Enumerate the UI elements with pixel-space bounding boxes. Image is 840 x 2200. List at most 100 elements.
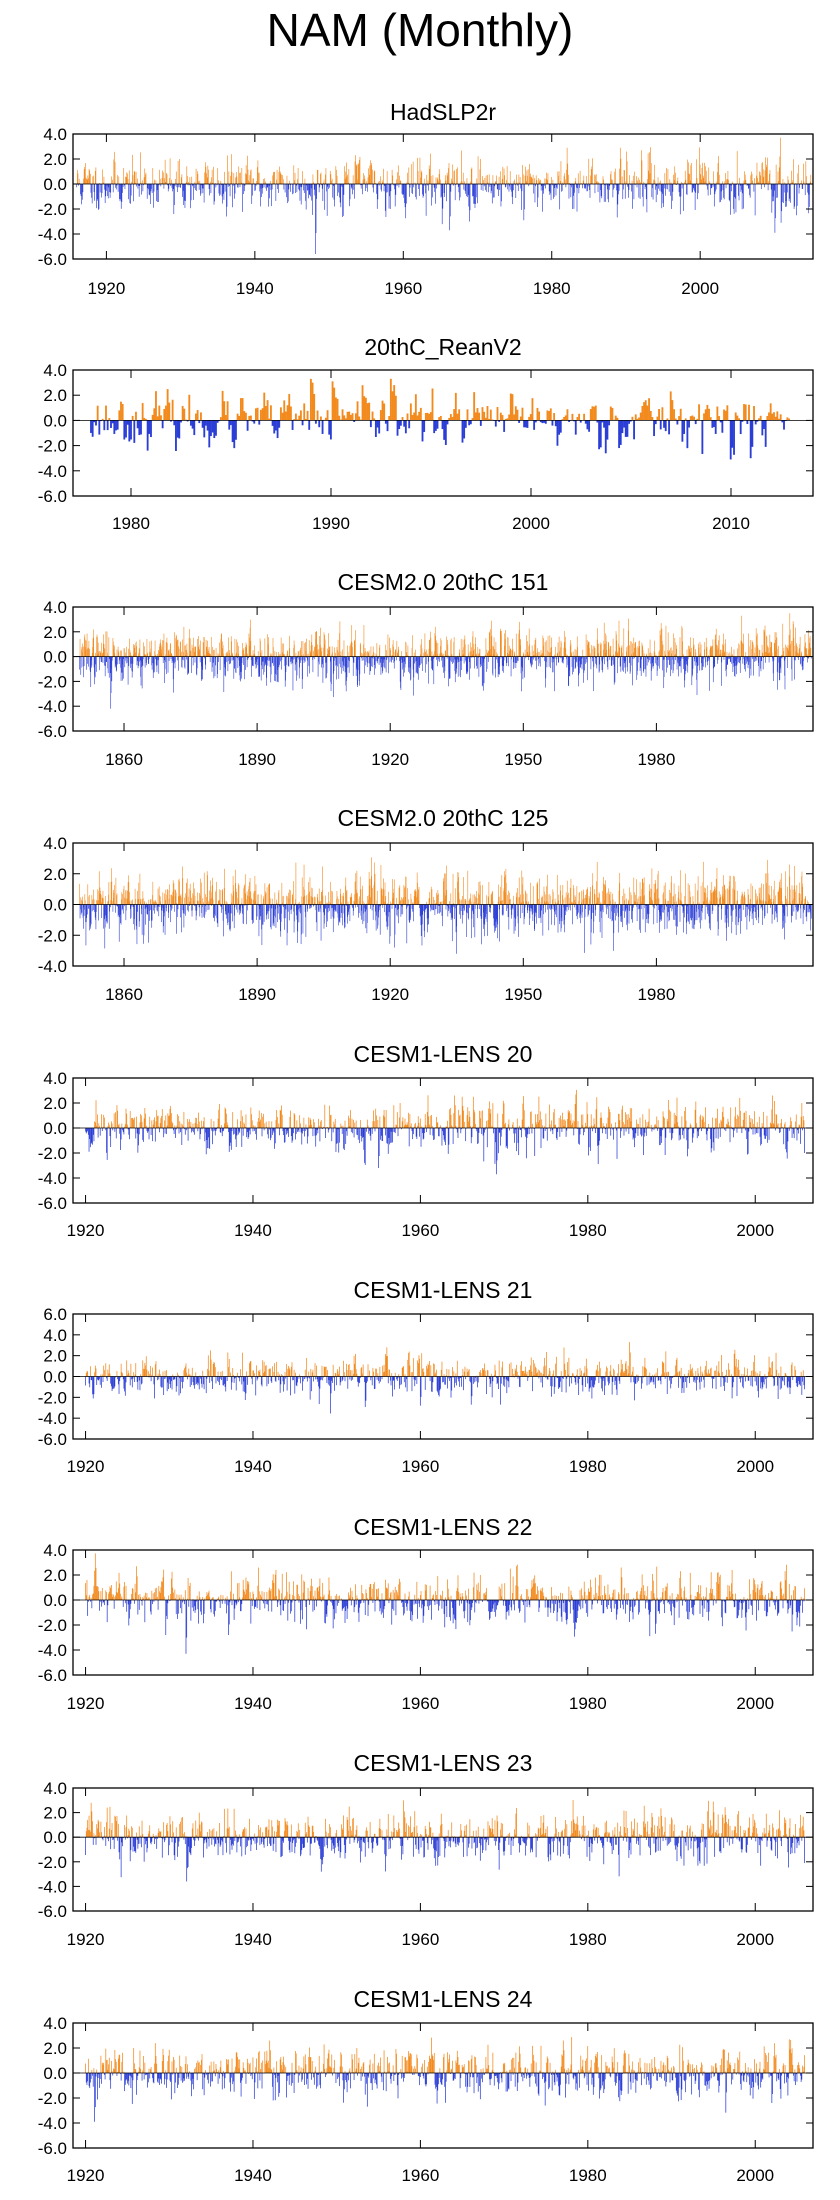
bar [443,881,444,905]
bar [171,179,172,184]
y-tick-label: -6.0 [38,722,67,741]
bar [692,656,694,669]
bar [127,882,129,905]
bar [520,904,521,919]
bar [157,653,158,657]
bar [213,904,215,915]
bar [233,904,235,929]
bar [329,170,331,184]
bar [277,656,278,682]
bar [135,642,137,657]
bar [272,904,274,926]
bar [171,904,173,909]
bar [757,645,758,657]
bar [770,654,771,657]
bar [373,862,375,905]
bar [273,904,275,924]
bar [176,184,178,188]
bar [181,651,182,657]
bar [400,656,402,660]
bar [483,656,485,684]
bar [212,656,214,663]
bar [585,184,586,189]
bar [805,161,807,184]
bar [162,904,163,908]
bar [359,901,361,905]
bar [217,656,218,675]
bar [131,656,133,678]
bar [733,420,735,455]
bar [211,656,213,672]
bar [179,895,181,905]
bar [110,904,111,908]
bar [527,651,528,657]
bar [760,656,762,672]
bar [785,644,787,657]
bar [496,904,497,928]
bar [689,416,692,421]
bar [141,656,143,689]
bar [156,904,158,911]
bar [371,411,374,421]
bar [464,181,465,184]
bar [222,889,223,905]
bar [235,177,236,184]
bar [523,653,524,657]
bar [555,184,557,196]
bar [749,656,750,679]
bar [446,184,447,202]
bar [476,178,478,184]
bar [446,890,448,905]
bar [542,635,544,657]
bar [539,179,541,184]
bar [269,883,270,905]
bar [246,904,247,925]
bar [250,169,252,184]
bar [329,420,332,440]
bar [462,649,463,657]
bar [488,184,489,193]
bar [232,876,234,905]
bar [381,656,382,668]
bar [276,656,277,675]
bar [158,184,160,186]
bar [493,184,495,198]
bar [158,405,161,421]
bar [472,184,473,197]
bar [563,904,564,908]
bar [195,413,197,421]
bar [394,904,395,948]
bar [458,409,461,421]
bar [174,184,176,187]
bar [553,413,556,421]
bar [178,420,181,439]
bar [255,884,257,905]
bar [712,639,714,657]
bar [426,174,428,184]
bar [82,656,84,667]
bar [111,656,113,661]
bar [776,184,778,198]
bar [538,181,540,184]
bar [248,180,249,184]
bar [76,184,78,188]
bar [555,646,556,657]
bar [244,904,246,906]
bar [180,184,181,188]
bar [714,639,716,657]
bar [308,184,310,195]
bar [116,893,118,905]
bar [215,420,217,436]
bar [209,898,211,905]
bar [759,172,761,184]
bar [485,895,487,905]
bar [781,656,783,659]
bar [131,903,133,905]
bar [463,656,465,664]
bar [335,656,337,666]
bar [434,420,437,431]
bar [125,177,127,184]
bar [121,656,123,673]
bar [168,904,170,913]
bar [481,904,483,919]
